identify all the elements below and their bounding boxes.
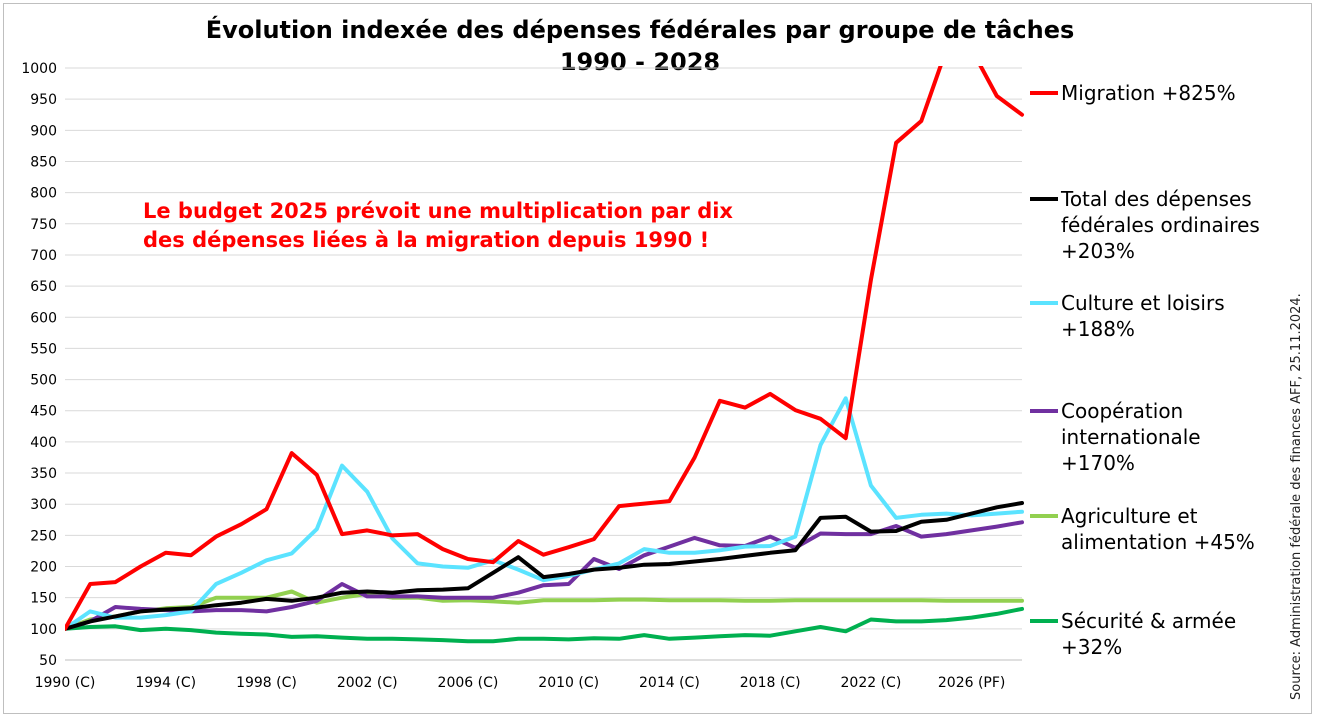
chart-title: Évolution indexée des dépenses fédérales… bbox=[0, 14, 1280, 78]
legend-label-line: Total des dépenses bbox=[1061, 187, 1252, 211]
y-tick-label: 600 bbox=[30, 310, 57, 326]
legend-label: Culture et loisirs +188% bbox=[1061, 290, 1225, 342]
x-tick-label: 2026 (PF) bbox=[938, 675, 1006, 691]
legend-label: Agriculture et alimentation +45% bbox=[1061, 503, 1255, 555]
legend-label: Coopération internationale +170% bbox=[1061, 398, 1201, 476]
series-lines bbox=[65, 66, 1024, 644]
legend-label-line: Culture et loisirs bbox=[1061, 291, 1225, 315]
annotation-line-1: Le budget 2025 prévoit une multiplicatio… bbox=[143, 199, 733, 223]
y-tick-label: 700 bbox=[30, 248, 57, 264]
legend-label-line: alimentation +45% bbox=[1061, 530, 1255, 554]
series-line-culture-et-loisirs bbox=[65, 396, 1024, 631]
y-tick-label: 200 bbox=[30, 560, 57, 576]
source-note: Source: Administration fédérale des fina… bbox=[1289, 293, 1304, 700]
legend-label-line: Agriculture et bbox=[1061, 504, 1198, 528]
y-tick-label: 950 bbox=[30, 92, 57, 108]
x-tick-label: 2006 (C) bbox=[438, 675, 499, 691]
legend-label-line: Coopération bbox=[1061, 399, 1184, 423]
y-tick-label: 350 bbox=[30, 466, 57, 482]
x-tick-label: 1998 (C) bbox=[236, 675, 297, 691]
series-line-securite-armee bbox=[65, 606, 1024, 644]
legend-label: Sécurité & armée +32% bbox=[1061, 608, 1236, 660]
y-tick-label: 1000 bbox=[21, 61, 57, 77]
series-line-total-des-depenses-federales-ordinaires bbox=[65, 501, 1024, 631]
x-tick-label: 1994 (C) bbox=[135, 675, 196, 691]
annotation-line-2: des dépenses liées à la migration depuis… bbox=[143, 228, 710, 252]
legend-label: Migration +825% bbox=[1061, 80, 1236, 106]
y-tick-label: 400 bbox=[30, 435, 57, 451]
series-line-cooperation-internationale bbox=[65, 520, 1024, 631]
y-tick-label: 500 bbox=[30, 373, 57, 389]
y-tick-label: 250 bbox=[30, 528, 57, 544]
series-line-agriculture-et-alimentation bbox=[65, 589, 1024, 631]
x-tick-label: 2014 (C) bbox=[639, 675, 700, 691]
y-tick-label: 300 bbox=[30, 497, 57, 513]
legend-swatch bbox=[1030, 514, 1058, 518]
legend-label-line: fédérales ordinaires bbox=[1061, 213, 1260, 237]
subtitle-line: 1990 - 2028 bbox=[559, 48, 721, 76]
legend-swatch bbox=[1030, 301, 1058, 305]
legend-swatch bbox=[1030, 409, 1058, 413]
y-tick-label: 550 bbox=[30, 341, 57, 357]
series-line-migration bbox=[65, 66, 1024, 631]
chart-frame bbox=[3, 3, 1312, 714]
x-tick-label: 2022 (C) bbox=[841, 675, 902, 691]
y-tick-label: 850 bbox=[30, 154, 57, 170]
legend-label-line: Migration +825% bbox=[1061, 81, 1236, 105]
y-tick-label: 450 bbox=[30, 404, 57, 420]
chart-annotation: Le budget 2025 prévoit une multiplicatio… bbox=[143, 197, 733, 255]
y-tick-label: 800 bbox=[30, 186, 57, 202]
x-tick-label: 2002 (C) bbox=[337, 675, 398, 691]
x-tick-label: 2018 (C) bbox=[740, 675, 801, 691]
y-tick-label: 750 bbox=[30, 217, 57, 233]
y-tick-label: 650 bbox=[30, 279, 57, 295]
title-line: Évolution indexée des dépenses fédérales… bbox=[205, 16, 1075, 44]
y-tick-label: 50 bbox=[39, 653, 57, 669]
y-tick-label: 900 bbox=[30, 123, 57, 139]
legend-swatch bbox=[1030, 619, 1058, 623]
x-tick-label: 2010 (C) bbox=[538, 675, 599, 691]
axes: 50 100 150 200 250 300 350 400 450 500 550 600 650 70… bbox=[21, 61, 1022, 691]
legend-label-line: internationale bbox=[1061, 425, 1201, 449]
legend-swatch bbox=[1030, 197, 1058, 201]
legend-swatch bbox=[1030, 91, 1058, 95]
legend-label-line: +203% bbox=[1061, 239, 1135, 263]
y-tick-label: 100 bbox=[30, 622, 57, 638]
y-tick-label: 150 bbox=[30, 591, 57, 607]
legend-label-line: Sécurité & armée bbox=[1061, 609, 1237, 633]
legend-label: Total des dépenses fédérales ordinaires +2… bbox=[1061, 186, 1260, 264]
gridlines bbox=[65, 67, 1022, 661]
legend-label-line: +170% bbox=[1061, 451, 1135, 475]
legend-label-line: +188% bbox=[1061, 317, 1135, 341]
x-tick-label: 1990 (C) bbox=[35, 675, 96, 691]
legend-label-line: +32% bbox=[1061, 635, 1123, 659]
